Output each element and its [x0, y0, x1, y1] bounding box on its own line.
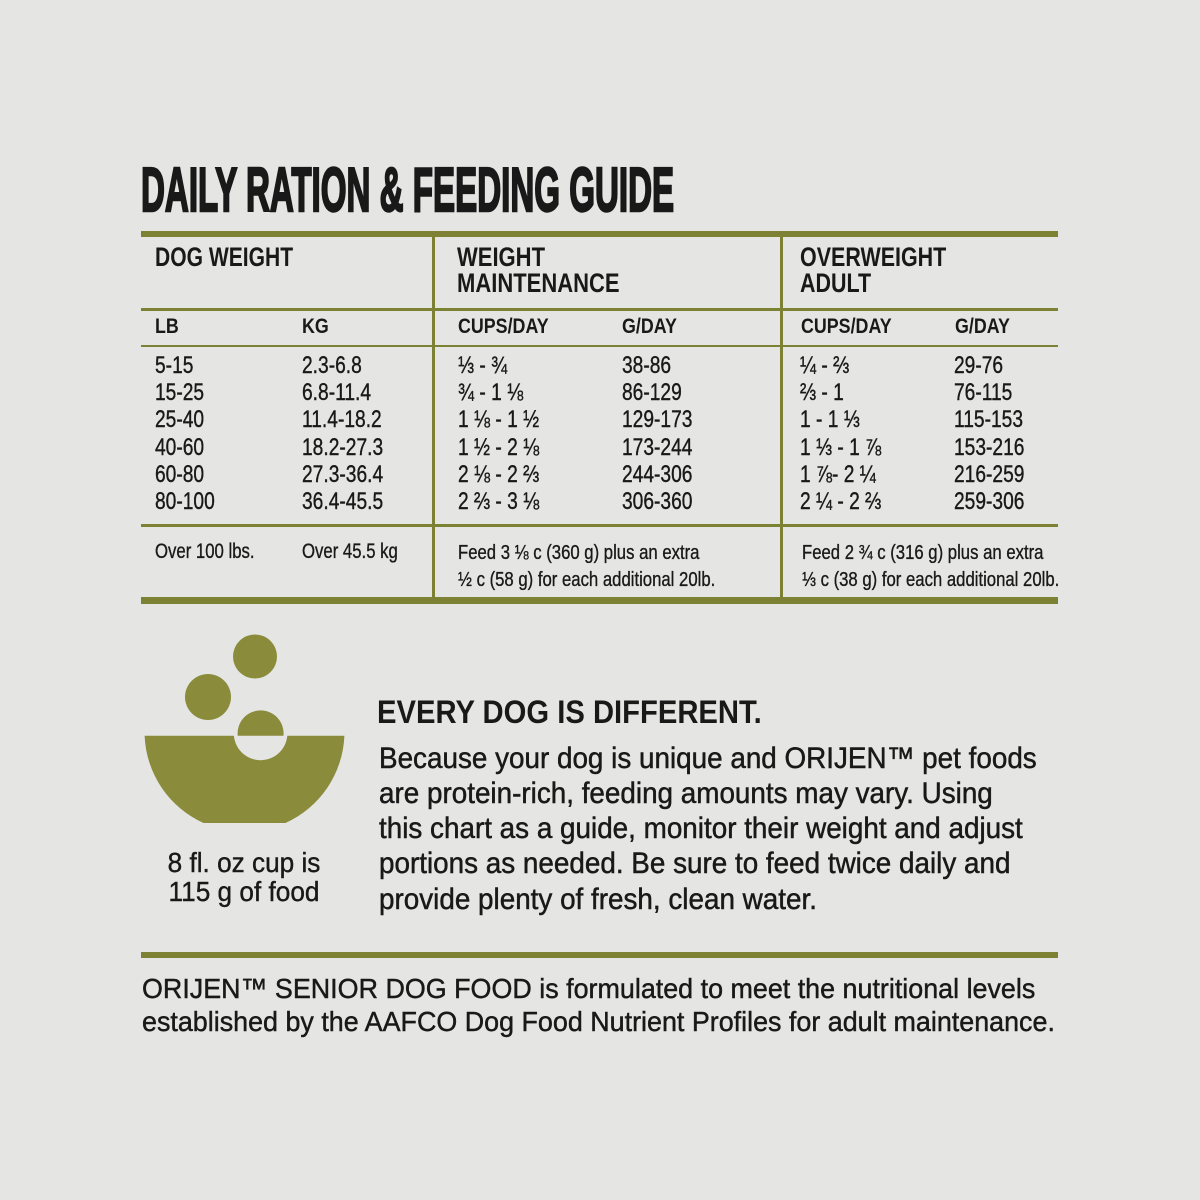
table-cell: 216-259: [954, 460, 1025, 488]
column-header-g-day-maintenance: G/DAY: [622, 315, 678, 338]
table-cell: 2.3-6.8: [302, 351, 362, 379]
column-header-cups-day-overweight: CUPS/DAY: [800, 315, 892, 338]
table-cell: 1 ½ - 2 ⅛: [457, 433, 539, 461]
table-cell: 259-306: [954, 487, 1025, 515]
table-cell: 80-100: [154, 487, 215, 515]
table-cell: 6.8-11.4: [302, 379, 372, 407]
table-border-bottom: [141, 597, 1058, 604]
table-cell: 86-129: [621, 379, 682, 407]
column-header-lb: LB: [154, 315, 179, 338]
table-cell: 5-15: [154, 351, 193, 379]
kibble-in-bowl-icon: [237, 710, 284, 736]
table-cell: 173-244: [621, 433, 692, 461]
column-group-dog-weight: DOG WEIGHT: [154, 241, 293, 272]
page-title: DAILY RATION & FEEDING GUIDE: [140, 155, 675, 226]
footer-note: ORIJEN™ SENIOR DOG FOOD is formulated to…: [142, 973, 1055, 1037]
table-rule-above-over-row: [141, 523, 1058, 527]
table-cell: ¾ - 1 ⅛: [457, 379, 523, 407]
table-column-lb: 5-15 15-25 25-40 40-60 60-80 80-100: [154, 351, 215, 515]
bowl-kibble-icon: [144, 634, 345, 823]
table-cell: 36.4-45.5: [302, 487, 384, 515]
over-row-kg: Over 45.5 kg: [302, 540, 398, 563]
cup-note: 8 fl. oz cup is 115 g of food: [167, 847, 321, 907]
column-header-cups-day-maintenance: CUPS/DAY: [457, 315, 549, 338]
table-divider-left: [431, 237, 435, 598]
table-cell: 40-60: [154, 433, 204, 461]
table-cell: 2 ⅛ - 2 ⅔: [457, 460, 539, 488]
table-cell: ⅓ - ¾: [457, 351, 507, 379]
table-cell: 2 ¼ - 2 ⅔: [800, 487, 882, 515]
table-cell: 306-360: [621, 487, 692, 515]
table-cell: ⅔ - 1: [800, 379, 844, 407]
table-divider-right: [779, 237, 783, 598]
table-cell: 1 - 1 ⅓: [800, 406, 860, 434]
over-row-overweight-note: Feed 2 ¾ c (316 g) plus an extra ⅓ c (38…: [801, 540, 1060, 592]
bowl-icon: [144, 735, 345, 823]
info-body: Because your dog is unique and ORIJEN™ p…: [379, 741, 1037, 916]
column-group-weight-maintenance: WEIGHT MAINTENANCE: [456, 241, 620, 299]
table-cell: 1 ⅛ - 1 ½: [457, 406, 539, 434]
info-heading: EVERY DOG IS DIFFERENT.: [377, 693, 762, 730]
table-cell: 2 ⅔ - 3 ⅛: [457, 487, 539, 515]
table-cell: 1 ⅓ - 1 ⅞: [800, 433, 882, 461]
table-cell: 115-153: [954, 406, 1024, 434]
table-cell: 15-25: [154, 379, 204, 407]
column-header-g-day-overweight: G/DAY: [955, 315, 1011, 338]
table-cell: 76-115: [954, 379, 1013, 407]
kibble-top-icon: [233, 634, 277, 679]
kibble-left-icon: [185, 674, 231, 720]
table-cell: 60-80: [154, 460, 204, 488]
table-column-g-maintenance: 38-86 86-129 129-173 173-244 244-306 306-360: [621, 351, 692, 515]
over-row-maintenance-note: Feed 3 ⅛ c (360 g) plus an extra ½ c (58…: [458, 540, 716, 592]
table-cell: 18.2-27.3: [302, 433, 384, 461]
table-rule-under-groups: [141, 308, 1058, 311]
table-column-g-overweight: 29-76 76-115 115-153 153-216 216-259 259-306: [954, 351, 1025, 515]
table-cell: 29-76: [954, 351, 1004, 379]
table-cell: 25-40: [154, 406, 204, 434]
over-row-lb: Over 100 lbs.: [154, 540, 255, 563]
table-rule-under-columns: [141, 344, 1058, 348]
table-cell: 27.3-36.4: [302, 460, 384, 488]
table-cell: 244-306: [621, 460, 692, 488]
table-cell: 129-173: [621, 406, 692, 434]
table-column-kg: 2.3-6.8 6.8-11.4 11.4-18.2 18.2-27.3 27.3-36…: [302, 352, 383, 515]
table-cell: 38-86: [621, 351, 671, 379]
table-border-top: [141, 231, 1058, 237]
table-cell: ¼ - ⅔: [800, 351, 850, 379]
table-cell: 153-216: [954, 433, 1025, 461]
table-cell: 1 ⅞- 2 ¼: [800, 460, 876, 488]
column-header-kg: KG: [302, 315, 330, 338]
footer-rule: [141, 951, 1058, 959]
table-cell: 11.4-18.2: [302, 406, 382, 434]
column-group-overweight-adult: OVERWEIGHT ADULT: [800, 241, 947, 299]
